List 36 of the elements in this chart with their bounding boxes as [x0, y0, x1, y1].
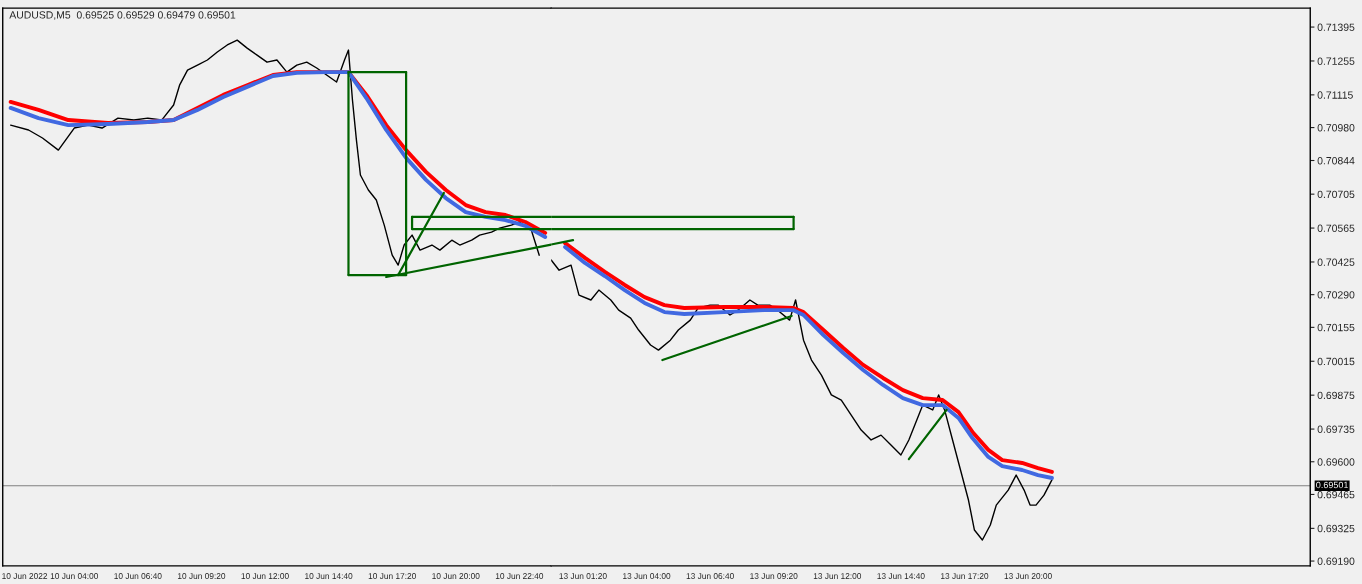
x-tick-label: 10 Jun 04:00 — [50, 573, 99, 579]
y-tick-label: 0.71115 — [1317, 91, 1353, 99]
x-tick-label: 10 Jun 09:20 — [177, 573, 226, 579]
y-tick-label: 0.69735 — [1317, 425, 1355, 433]
x-tick-label: 13 Jun 20:00 — [1004, 573, 1052, 579]
y-tick-label: 0.70565 — [1317, 224, 1355, 232]
x-tick-label: 10 Jun 06:40 — [114, 573, 162, 579]
x-tick-label: 10 Jun 17:20 — [368, 573, 416, 579]
y-tick-label: 0.69190 — [1317, 557, 1355, 565]
x-tick-label: 13 Jun 09:20 — [750, 573, 798, 579]
x-tick-label: 13 Jun 06:40 — [686, 573, 734, 579]
y-tick-label: 0.69465 — [1317, 490, 1355, 499]
y-tick-label: 0.69600 — [1317, 458, 1355, 466]
x-tick-label: 13 Jun 14:40 — [877, 573, 925, 579]
x-tick-label: 13 Jun 01:20 — [559, 573, 607, 579]
y-tick-label: 0.71255 — [1317, 57, 1355, 65]
x-tick-label: 10 Jun 22:40 — [495, 573, 544, 579]
y-tick-label: 0.70844 — [1317, 157, 1355, 165]
y-tick-label: 0.70980 — [1317, 124, 1355, 132]
y-tick-label: 0.69875 — [1317, 391, 1355, 400]
chart-title: AUDUSD,M5 0.69525 0.69529 0.69479 0.69501 — [9, 11, 236, 20]
x-tick-label: 10 Jun 14:40 — [305, 573, 353, 579]
x-tick-label: 10 Jun 20:00 — [432, 573, 480, 579]
y-tick-label: 0.70705 — [1317, 190, 1355, 199]
x-tick-label: 13 Jun 04:00 — [623, 573, 671, 579]
y-tick-label: 0.70290 — [1317, 291, 1355, 299]
x-tick-label: 13 Jun 17:20 — [941, 573, 989, 579]
x-tick-label: 13 Jun 12:00 — [813, 573, 862, 579]
x-tick-label: 10 Jun 12:00 — [241, 573, 289, 579]
y-tick-label: 0.71395 — [1317, 23, 1355, 31]
y-tick-label: 0.70015 — [1317, 357, 1355, 366]
y-tick-label: 0.70155 — [1317, 323, 1355, 332]
x-tick-label: 10 Jun 2022 — [2, 573, 48, 579]
y-tick-label: 0.70425 — [1317, 258, 1355, 266]
ref-line-label: 0.69501 — [1316, 481, 1348, 489]
y-tick-label: 0.69325 — [1317, 524, 1355, 533]
